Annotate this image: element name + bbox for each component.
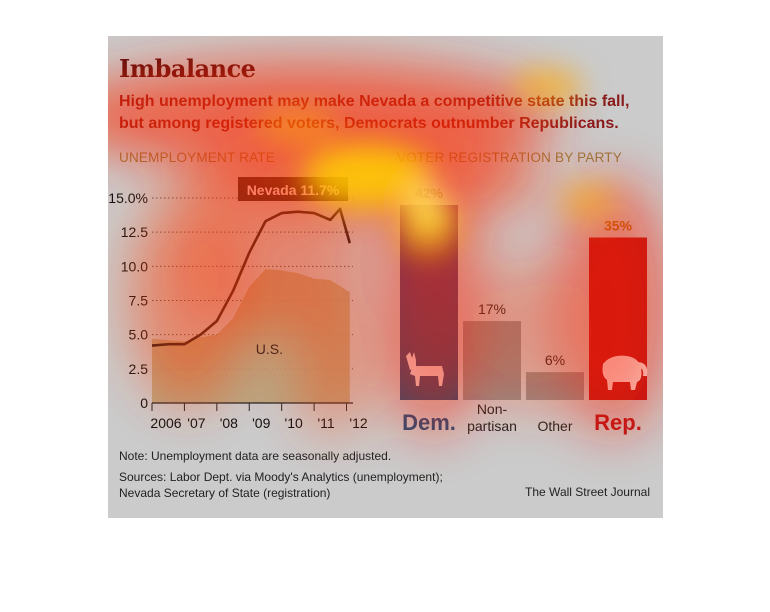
- chart-panel: Imbalance High unemployment may make Nev…: [108, 36, 663, 518]
- x-tick-label: 2006: [150, 415, 181, 431]
- sources-line-2: Nevada Secretary of State (registration): [119, 486, 331, 500]
- bar-value-label: 42%: [415, 185, 444, 201]
- chart-note: Note: Unemployment data are seasonally a…: [119, 449, 392, 463]
- sources-line-1: Sources: Labor Dept. via Moody's Analyti…: [119, 470, 443, 484]
- bar-value-label: 17%: [478, 301, 506, 317]
- x-tick-label: '09: [252, 415, 270, 431]
- category-label-nonpartisan: Non-partisan: [467, 401, 517, 434]
- bar-value-label: 6%: [545, 352, 565, 368]
- bar-other: [526, 372, 584, 400]
- bar-non-partisan: [463, 321, 521, 400]
- x-tick-label: '08: [220, 415, 238, 431]
- category-label-line: Non-: [477, 401, 508, 417]
- registration-chart: 42% 17% 6% 35% Dem. Non-partisan Other Rep.: [400, 185, 648, 435]
- x-tick-label: '07: [187, 415, 205, 431]
- bar-value-label: 35%: [604, 218, 633, 234]
- credit-line: The Wall Street Journal: [525, 485, 650, 499]
- category-label-other: Other: [537, 418, 572, 434]
- category-label-rep: Rep.: [594, 410, 642, 435]
- category-label-dem: Dem.: [402, 410, 456, 435]
- us-series-label: U.S.: [256, 341, 283, 357]
- category-label-line: partisan: [467, 418, 517, 434]
